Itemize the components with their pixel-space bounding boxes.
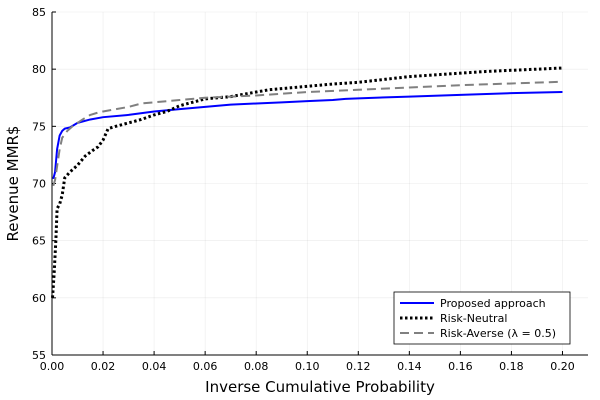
x-axis-label: Inverse Cumulative Probability <box>205 378 435 396</box>
x-tick-label: 0.18 <box>499 360 524 373</box>
y-tick-label: 85 <box>32 6 46 19</box>
series-line-2 <box>51 66 563 298</box>
series-line-3 <box>52 80 563 187</box>
x-tick-label: 0.14 <box>397 360 422 373</box>
x-tick-label: 0.02 <box>91 360 116 373</box>
series-line-1 <box>52 91 563 180</box>
x-tick-label: 0.08 <box>244 360 269 373</box>
x-tick-label: 0.06 <box>193 360 218 373</box>
x-tick-label: 0.00 <box>40 360 65 373</box>
legend-label-1: Proposed approach <box>440 297 546 310</box>
x-tick-label: 0.10 <box>295 360 320 373</box>
legend-label-3: Risk-Averse (λ = 0.5) <box>440 327 556 340</box>
y-tick-label: 55 <box>32 349 46 362</box>
legend-box <box>393 291 571 345</box>
x-tick-label: 0.12 <box>346 360 371 373</box>
y-tick-label: 60 <box>32 292 46 305</box>
y-tick-label: 75 <box>32 120 46 133</box>
legend: Proposed approach Risk-Neutral Risk-Averse… <box>393 291 571 345</box>
x-tick-label: 0.20 <box>550 360 575 373</box>
legend-label-2: Risk-Neutral <box>440 312 507 325</box>
series-lines <box>51 66 563 298</box>
y-tick-label: 70 <box>32 178 46 191</box>
y-tick-label: 65 <box>32 235 46 248</box>
y-axis-label: Revenue MMR$ <box>4 126 22 242</box>
x-tick-label: 0.16 <box>448 360 473 373</box>
y-tick-label: 80 <box>32 63 46 76</box>
ticks: 0.00 0.02 0.04 0.06 0.08 0.10 0.12 0.14 0.16 0.18… <box>32 6 575 373</box>
x-tick-label: 0.04 <box>142 360 167 373</box>
